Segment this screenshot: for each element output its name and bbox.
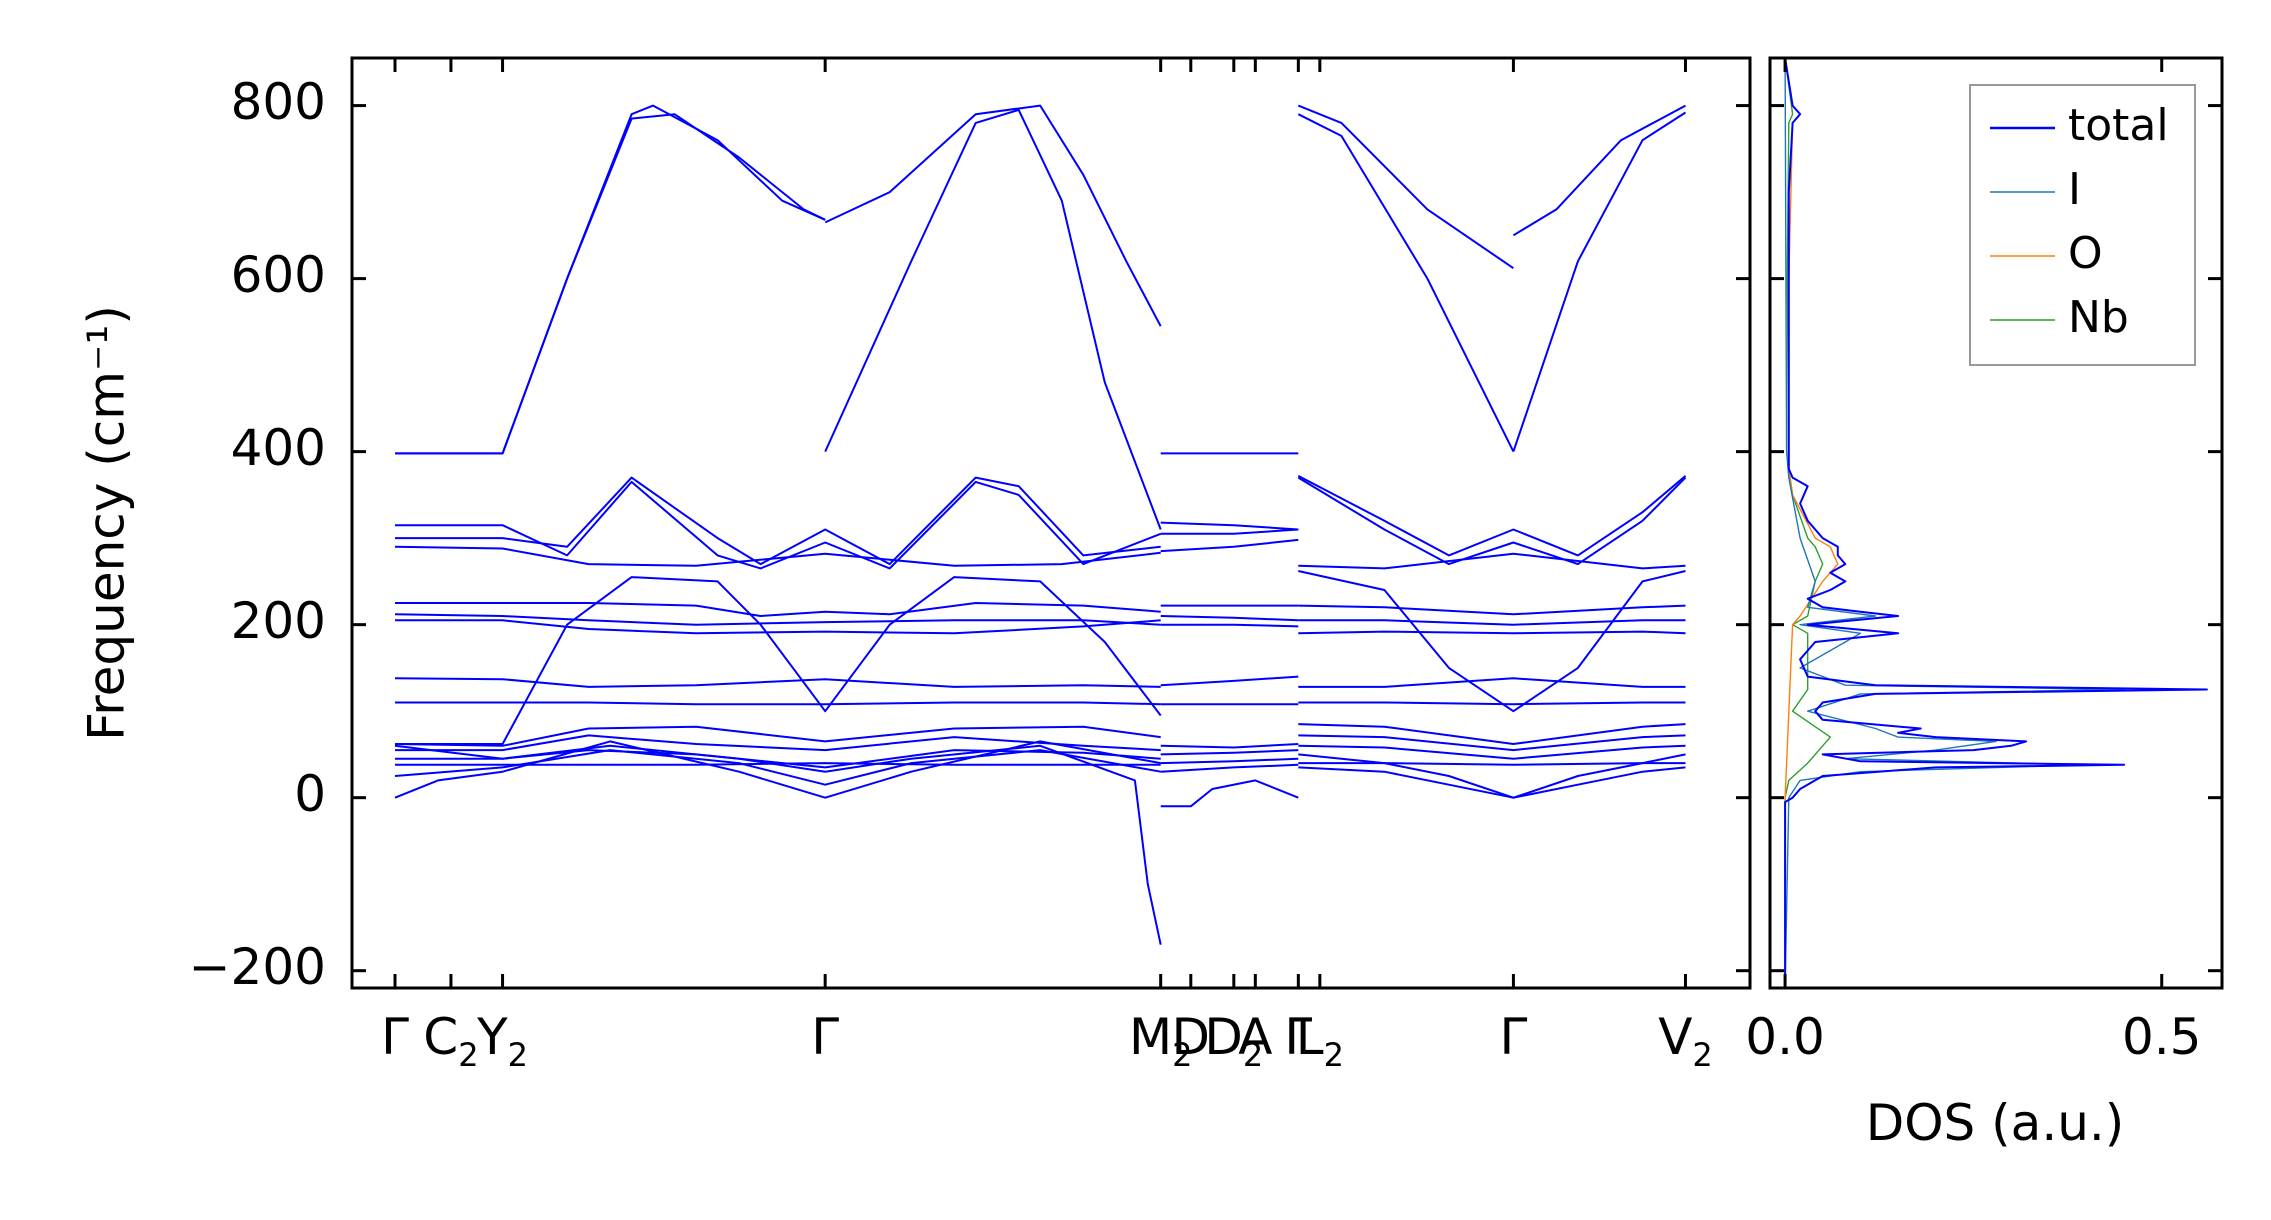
band-line	[1512, 111, 1687, 452]
band-lines	[394, 104, 1687, 945]
segment-gamma-y2-gamma-m2	[394, 104, 1162, 945]
band-line	[1298, 677, 1686, 688]
band-line	[395, 602, 1161, 617]
segment-d2-a	[1160, 452, 1299, 808]
band-line	[1160, 623, 1299, 628]
band-y-ticks: −200 0 200 400 600 800	[189, 73, 1750, 996]
band-line	[1298, 744, 1686, 760]
band-line	[1298, 701, 1686, 706]
x-tick-label: L2	[1296, 1008, 1344, 1074]
band-line	[394, 740, 1161, 799]
band-line	[1512, 104, 1686, 237]
x-tick-label: D2	[1204, 1008, 1263, 1074]
x-tick-label: C2	[423, 1008, 478, 1074]
band-line	[1160, 521, 1299, 531]
band-line	[1160, 615, 1299, 622]
band-line	[395, 104, 826, 455]
band-line	[394, 545, 1161, 567]
y-tick-label: 800	[231, 73, 326, 131]
legend-label: O	[2068, 228, 2103, 279]
x-tick-label: M2	[1129, 1008, 1193, 1074]
y-tick-label: 400	[231, 419, 326, 477]
band-line	[1297, 476, 1687, 566]
band-line	[1298, 552, 1686, 570]
y-tick-label: −200	[189, 938, 326, 996]
band-line	[394, 677, 1161, 688]
x-tick-label: V2	[1658, 1008, 1713, 1074]
band-line	[1298, 570, 1686, 713]
y-axis-label: Frequency (cm⁻¹)	[78, 305, 136, 741]
band-line	[1298, 604, 1686, 616]
band-line	[1160, 675, 1299, 687]
dos-x-tick-label: 0.5	[2122, 1008, 2202, 1066]
band-line	[395, 576, 1162, 745]
x-axis-label-dos: DOS (a.u.)	[1866, 1094, 2125, 1152]
dos-line-total	[1784, 57, 2208, 988]
dos-lines	[1784, 57, 2208, 989]
band-line	[1160, 757, 1299, 765]
legend-label: I	[2068, 164, 2081, 215]
y-tick-label: 200	[231, 592, 326, 650]
dos-plot-frame	[1768, 56, 2224, 990]
band-line	[1298, 766, 1686, 799]
band-line	[1298, 753, 1686, 799]
band-line	[1298, 619, 1686, 626]
legend-frame	[1969, 84, 2196, 366]
band-line	[1297, 113, 1515, 453]
legend-label: total	[2068, 100, 2169, 151]
dos-y-ticks	[1770, 104, 2222, 973]
band-line	[394, 725, 1161, 747]
segment-l2-gamma-v2	[1297, 104, 1687, 799]
x-tick-label: Γ	[811, 1008, 839, 1066]
dos-legend: total IO Nb	[1969, 84, 2196, 366]
dos-x-ticks: 0.0 0.5	[1745, 58, 2201, 1066]
band-line	[1298, 734, 1686, 752]
band-line	[1298, 762, 1686, 766]
band-line	[394, 744, 1162, 945]
band-line	[824, 104, 1162, 327]
band-line	[395, 701, 1161, 706]
band-line	[394, 613, 1161, 626]
band-line	[395, 476, 1161, 566]
x-tick-label: D	[1172, 1008, 1211, 1066]
band-line	[1160, 749, 1299, 756]
band-line	[1297, 475, 1687, 557]
x-tick-label: A	[1238, 1008, 1272, 1066]
dos-panel: 0.0 0.5 DOS (a.u.) total IO Nb	[1745, 56, 2224, 1152]
x-tick-label: Γ	[1499, 1008, 1527, 1066]
dos-x-tick-label: 0.0	[1745, 1008, 1825, 1066]
band-plot-frame	[350, 56, 1752, 990]
y-tick-label: 600	[231, 246, 326, 304]
band-line	[1297, 104, 1514, 270]
band-line	[824, 108, 1162, 530]
y-tick-label: 0	[294, 765, 326, 823]
band-line	[1160, 538, 1299, 553]
band-line	[394, 749, 1161, 786]
band-line	[1298, 630, 1686, 635]
band-line	[1160, 779, 1299, 808]
x-tick-label: Γ	[381, 1008, 409, 1066]
band-line	[1160, 763, 1299, 773]
legend-label: Nb	[2068, 292, 2129, 343]
band-line	[395, 480, 1162, 570]
band-line	[1160, 743, 1299, 749]
band-line	[395, 113, 826, 455]
band-line	[1160, 528, 1299, 535]
band-line	[395, 619, 1161, 635]
band-line	[1298, 723, 1686, 745]
x-tick-label: Y2	[476, 1008, 528, 1074]
dos-line-o	[1784, 57, 1839, 988]
x-tick-label: Γ	[1284, 1008, 1312, 1066]
